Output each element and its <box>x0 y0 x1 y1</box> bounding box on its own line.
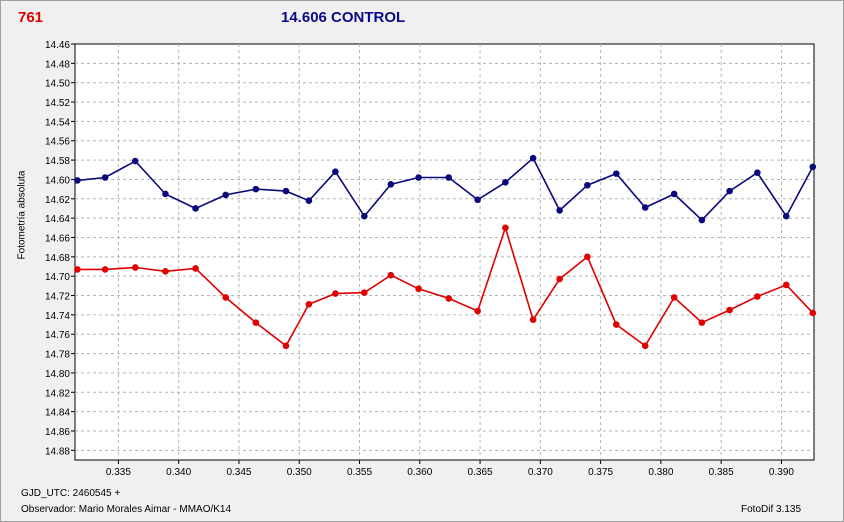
plot-area <box>74 43 815 461</box>
x-tick-label: 0.340 <box>166 467 191 478</box>
y-axis-label: Fotometría absoluta <box>16 170 28 260</box>
x-tick-label: 0.375 <box>588 467 613 478</box>
y-tick-label: 14.46 <box>45 40 70 51</box>
series-2-point <box>415 285 422 293</box>
y-tick-label: 14.70 <box>45 272 70 283</box>
version-label: FotoDif 3.135 <box>741 504 802 515</box>
chart-title: 14.606 CONTROL <box>281 9 406 26</box>
series-1-point <box>641 204 649 211</box>
series-2-point <box>162 268 169 275</box>
y-tick-label: 14.82 <box>45 388 70 399</box>
observer-label: Observador: Mario Morales Aimar - MMAO/K… <box>21 504 232 515</box>
series-1-point <box>556 207 563 214</box>
y-tick-label: 14.88 <box>45 446 70 457</box>
series-2-point <box>192 265 199 272</box>
series-1-point <box>415 174 422 181</box>
y-tick-label: 14.76 <box>45 330 70 341</box>
series-2-point <box>782 281 790 289</box>
y-tick-label: 14.50 <box>45 79 70 90</box>
y-axis-label-container: Fotometría absoluta <box>12 60 32 370</box>
x-tick-label: 0.370 <box>528 467 553 478</box>
series-1-point <box>101 174 109 181</box>
x-tick-label: 0.360 <box>407 467 432 478</box>
series-1-point <box>445 174 453 181</box>
series-1-point <box>222 191 229 199</box>
gjd-label: GJD_UTC: 2460545 + <box>21 488 121 499</box>
series-2-point <box>612 321 620 328</box>
y-tick-label: 14.86 <box>45 427 70 438</box>
y-tick-label: 14.54 <box>45 117 70 128</box>
series-2-point <box>252 319 260 326</box>
x-tick-label: 0.365 <box>468 467 493 478</box>
y-tick-label: 14.58 <box>45 156 70 167</box>
series-2-point <box>305 300 313 308</box>
series-1-point <box>387 180 395 188</box>
series-2-point <box>726 306 733 314</box>
series-2-point <box>754 293 761 300</box>
series-2-point <box>101 266 109 273</box>
y-tick-label: 14.60 <box>45 175 70 186</box>
series-2-point <box>332 290 339 297</box>
series-2-point <box>74 266 81 273</box>
axis-labels: 14.46 14.48 14.50 14.52 14.54 14.56 14.58 14.60… <box>45 40 794 478</box>
x-tick-label: 0.380 <box>648 467 673 478</box>
series-2-point <box>809 309 817 317</box>
series-2-point <box>445 295 453 302</box>
series-1-point <box>252 185 260 193</box>
y-tick-label: 14.52 <box>45 98 70 109</box>
y-tick-label: 14.80 <box>45 369 70 380</box>
series-1-point <box>502 179 509 186</box>
y-tick-label: 14.66 <box>45 233 70 244</box>
x-tick-label: 0.335 <box>106 467 131 478</box>
series-1-point <box>612 170 620 177</box>
y-tick-label: 14.62 <box>45 195 70 206</box>
series-2-point <box>282 342 290 350</box>
y-tick-label: 14.68 <box>45 253 70 264</box>
series-1-point <box>474 196 481 204</box>
series-1-point <box>361 212 368 220</box>
series-1-point <box>670 190 678 198</box>
x-tick-label: 0.385 <box>709 467 734 478</box>
x-tick-label: 0.355 <box>347 467 372 478</box>
series-1-point <box>809 163 817 171</box>
y-tick-label: 14.48 <box>45 59 70 70</box>
star-number: 761 <box>18 9 44 26</box>
series-1-point <box>282 187 290 195</box>
series-1-point <box>726 187 733 195</box>
series-2-point <box>698 319 706 326</box>
series-1-point <box>131 157 139 165</box>
series-1-point <box>305 197 313 205</box>
series-2-point <box>361 289 368 296</box>
x-tick-label: 0.345 <box>226 467 251 478</box>
series-2-point <box>641 342 649 350</box>
y-tick-label: 14.74 <box>45 311 70 322</box>
series-1-point <box>584 181 591 189</box>
x-tick-label: 0.390 <box>769 467 794 478</box>
y-tick-label: 14.72 <box>45 292 70 303</box>
series-2-point <box>131 264 139 271</box>
series-1-point <box>754 169 761 176</box>
series-2-point <box>529 316 537 324</box>
series-1-point <box>332 168 339 176</box>
series-2-point <box>556 275 563 283</box>
series-1-point <box>162 190 169 198</box>
series-2-point <box>670 294 678 301</box>
series-2-point <box>474 307 481 315</box>
series-lines <box>74 154 817 350</box>
y-tick-label: 14.56 <box>45 137 70 148</box>
y-tick-label: 14.64 <box>45 214 70 225</box>
series-2-point <box>502 224 509 232</box>
series-2-point <box>584 253 591 261</box>
series-1-point <box>698 216 706 224</box>
x-tick-label: 0.350 <box>287 467 312 478</box>
series-1-point <box>782 212 790 220</box>
series-2-point <box>222 294 229 301</box>
y-tick-label: 14.84 <box>45 408 70 419</box>
y-tick-label: 14.78 <box>45 350 70 361</box>
series-1-point <box>529 154 537 162</box>
series-2-point <box>387 271 395 279</box>
series-1-point <box>74 177 81 184</box>
series-1-point <box>192 205 199 212</box>
